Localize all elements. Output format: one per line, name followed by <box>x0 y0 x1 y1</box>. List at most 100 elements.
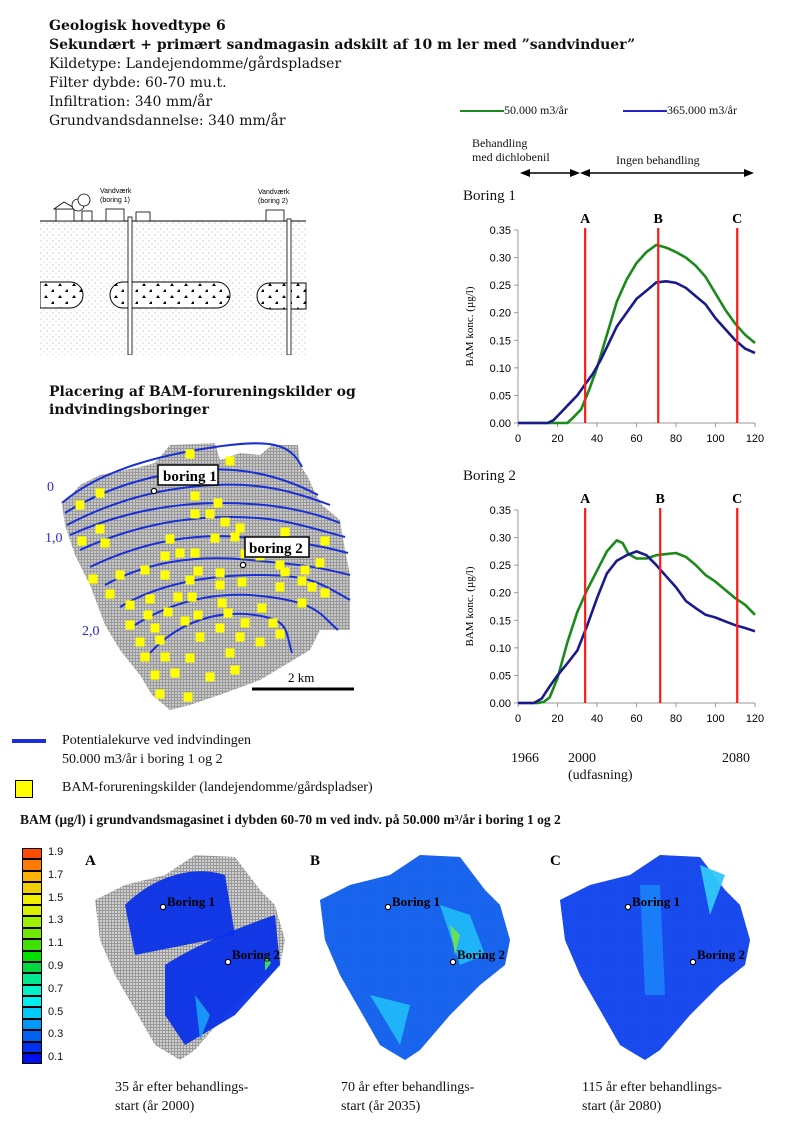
contamination-source-square <box>160 570 170 580</box>
panel-a-caption: 35 år efter behandlings- start (år 2000) <box>115 1078 248 1116</box>
contamination-source-square <box>257 603 267 613</box>
contamination-source-square <box>100 538 110 548</box>
contamination-source-square <box>155 689 165 699</box>
colorbar-label: 0.9 <box>48 960 64 972</box>
concentration-panels: A Boring 1 Boring 2 B Boring 1 Boring 2 C Borin… <box>85 853 750 1060</box>
contamination-source-square <box>235 523 245 533</box>
y-tick-label: 0.10 <box>490 363 511 375</box>
contamination-source-square <box>185 575 195 585</box>
legend-series-2: 365.000 m3/år <box>623 103 737 118</box>
contamination-source-square <box>115 570 125 580</box>
colorbar-cell <box>22 916 42 928</box>
boring-1-label: Boring 1 <box>167 894 215 909</box>
panel-C: C Boring 1 Boring 2 <box>550 853 750 1060</box>
panel-c-caption: 115 år efter behandlings- start (år 2080… <box>582 1078 722 1116</box>
chart-boring-2: 0.00 0.05 0.10 0.15 0.20 0.25 0.30 0.35 0 20 40 60 8… <box>464 492 764 725</box>
page-title: Geologisk hovedtype 6 <box>49 18 226 34</box>
year-1966: 1966 <box>511 751 539 766</box>
contamination-source-square <box>300 565 310 575</box>
boring-2-label: Boring 2 <box>697 947 745 962</box>
clay-lens <box>109 281 231 309</box>
contamination-source-square <box>315 558 325 568</box>
panel-letter: C <box>550 853 561 869</box>
boring-2-label: Boring 2 <box>232 947 280 962</box>
x-tick-label: 40 <box>591 713 603 725</box>
legend-label: 365.000 m3/år <box>667 103 737 117</box>
contamination-source-square <box>193 566 203 576</box>
contamination-source-square <box>220 517 230 527</box>
contour-line <box>149 612 293 654</box>
legend-text: Potentialekurve ved indvindingen <box>62 733 251 748</box>
map-title-line: indvindingsboringer <box>49 402 209 418</box>
contamination-source-square <box>143 610 153 620</box>
contour-label: 2,0 <box>82 624 100 639</box>
contamination-source-square <box>165 534 175 544</box>
contour-line <box>79 515 346 551</box>
colorbar-cell <box>22 882 42 894</box>
chart1-title: Boring 1 <box>463 188 516 204</box>
contamination-source-square <box>193 610 203 620</box>
boring-1-label: boring 1 <box>163 469 217 485</box>
clay-lens <box>40 281 84 309</box>
y-tick-label: 0.05 <box>490 390 511 402</box>
boring-2-marker <box>689 958 697 966</box>
legend-series-1: 50.000 m3/år <box>460 103 568 118</box>
contamination-source-square <box>175 548 185 558</box>
y-tick-label: 0.15 <box>490 615 511 627</box>
geological-cross-section: Vandværk (boring 1) Vandværk (boring 2) <box>40 188 307 355</box>
cs-label: (boring 2) <box>258 198 288 205</box>
colorbar-label: 0.5 <box>48 1005 64 1018</box>
legend-text: 50.000 m3/år i boring 1 og 2 <box>62 752 223 767</box>
header-block: Geologisk hovedtype 6 Sekundært + primær… <box>49 17 635 131</box>
year-2080: 2080 <box>722 751 750 766</box>
treatment-label-line: med dichlobenil <box>472 150 550 164</box>
contamination-source-square <box>215 568 225 578</box>
colorbar-label: 1.1 <box>48 937 64 950</box>
legend-source-swatch <box>15 780 33 798</box>
contamination-source-square <box>255 637 265 647</box>
boring-2-marker <box>239 561 247 569</box>
contamination-source-square <box>297 576 307 586</box>
contamination-source-square <box>185 449 195 459</box>
contamination-source-square <box>77 536 87 546</box>
colorbar-cell <box>22 973 42 985</box>
map-title-line: Placering af BAM-forureningskilder og <box>49 384 356 400</box>
concentration-plume <box>440 905 485 965</box>
colorbar-cell <box>22 984 42 997</box>
contamination-source-square <box>145 594 155 604</box>
contamination-map: boring 1 boring 2 0 1,0 2,0 2 km <box>45 442 354 710</box>
header-line: Kildetype: Landejendomme/gårdspladser <box>49 56 342 72</box>
boring-1-label: Boring 1 <box>632 894 680 909</box>
y-tick-label: 0.20 <box>490 588 511 600</box>
contamination-source-square <box>205 509 215 519</box>
colorbar-cell <box>22 1018 42 1031</box>
contamination-source-square <box>95 524 105 534</box>
contamination-source-square <box>190 491 200 501</box>
contamination-source-square <box>217 598 227 608</box>
x-tick-label: 60 <box>630 433 642 445</box>
contamination-source-square <box>155 635 165 645</box>
panel-b-caption: 70 år efter behandlings- start (år 2035) <box>341 1078 474 1116</box>
y-axis-label: BAM konc. (µg/l) <box>464 566 476 646</box>
x-tick-label: 80 <box>670 433 682 445</box>
contamination-source-square <box>280 527 290 537</box>
contamination-source-square <box>215 623 225 633</box>
contamination-source-square <box>183 692 193 702</box>
boring-1-marker <box>150 487 158 495</box>
colorbar-cell <box>22 848 42 860</box>
arrow-left-icon <box>520 169 580 177</box>
colorbar-label: 0.1 <box>48 1051 64 1064</box>
phaseout-note: (udfasning) <box>568 768 633 783</box>
boring-2-marker <box>449 958 457 966</box>
contamination-source-square <box>125 620 135 630</box>
contamination-source-square <box>210 533 220 543</box>
legend-contour-swatch <box>12 739 46 743</box>
boring-1-marker <box>159 903 167 911</box>
legend-source-label: BAM-forureningskilder (landejendomme/går… <box>62 780 373 795</box>
y-tick-label: 0.25 <box>490 560 511 572</box>
x-tick-label: 100 <box>706 433 724 445</box>
colorbar-cell <box>22 1030 42 1042</box>
contamination-source-square <box>150 670 160 680</box>
contamination-source-square <box>230 665 240 675</box>
marker-label: A <box>580 212 591 227</box>
